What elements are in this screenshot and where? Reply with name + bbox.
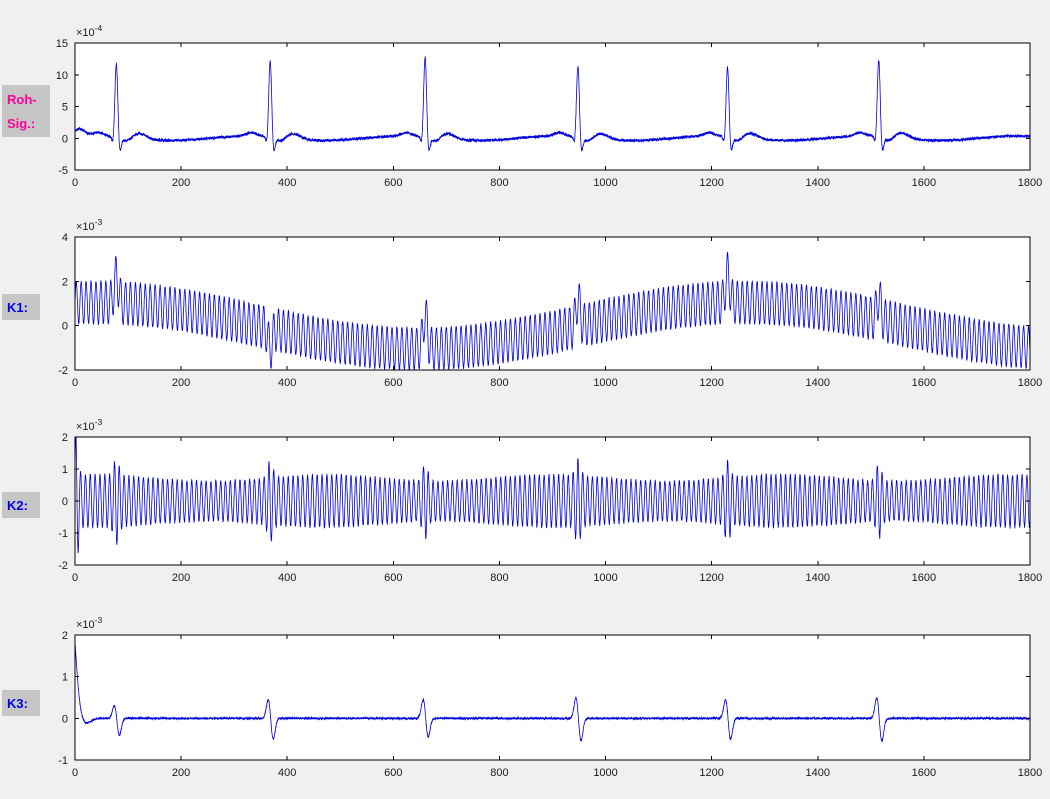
x-tick-label: 600 [384,177,402,189]
x-tick-label: 400 [278,377,296,389]
signal-trace [75,437,1030,554]
x-tick-label: 800 [490,572,508,584]
axis-exponent: ×10-3 [76,217,103,233]
y-tick-label: 0 [62,321,68,333]
signal-label-line: K2: [7,497,28,513]
x-tick-label: 400 [278,767,296,779]
signal-label-roh-sig: Roh- Sig.: [2,85,50,137]
x-tick-label: 0 [72,572,78,584]
x-tick-label: 1600 [912,767,936,779]
y-tick-label: 1 [62,672,68,684]
signal-trace [75,55,1030,152]
y-tick-label: 15 [56,38,68,50]
chart-k3: 0 200 400 600 800 1000 1200 1400 1600 1800 -1 0 1 2 ×1… [58,615,1042,779]
y-tick-label: 2 [62,276,68,288]
plot-area [75,43,1030,170]
plot-area [75,635,1030,760]
x-tick-label: 1800 [1018,377,1042,389]
x-tick-label: 800 [490,377,508,389]
axis-box [74,634,1031,761]
x-tick-label: 0 [72,377,78,389]
signal-label-k2: K2: [2,492,40,518]
x-tick-label: 800 [490,767,508,779]
plot-area [75,237,1030,370]
x-tick-label: 200 [172,377,190,389]
x-tick-label: 400 [278,572,296,584]
x-tick-label: 600 [384,572,402,584]
x-tick-label: 1400 [806,572,830,584]
chart-k1: 0 200 400 600 800 1000 1200 1400 1600 1800 -2 0 2 4 ×1… [58,217,1042,389]
signal-trace [75,640,1030,743]
signal-label-k3: K3: [2,690,40,716]
x-tick-label: 1800 [1018,177,1042,189]
x-tick-label: 1000 [593,377,617,389]
axis-exponent: ×10-3 [76,615,103,631]
x-tick-label: 1600 [912,377,936,389]
axis-exponent: ×10-4 [76,23,103,39]
x-tick-label: 1600 [912,572,936,584]
y-tick-label: 0 [62,133,68,145]
x-tick-label: 1000 [593,572,617,584]
axis-exponent: ×10-3 [76,417,103,433]
x-tick-label: 600 [384,377,402,389]
x-tick-label: 1400 [806,377,830,389]
x-tick-label: 1400 [806,177,830,189]
x-tick-label: 200 [172,572,190,584]
x-tick-label: 1800 [1018,767,1042,779]
x-tick-label: 1800 [1018,572,1042,584]
x-tick-label: 0 [72,767,78,779]
signal-label-line: Sig.: [7,115,36,131]
x-tick-label: 800 [490,177,508,189]
y-tick-label: -1 [58,755,68,767]
y-tick-label: 0 [62,496,68,508]
signal-label-k1: K1: [2,294,40,320]
y-tick-label: -5 [58,165,68,177]
y-tick-label: 0 [62,713,68,725]
y-tick-label: 4 [62,232,68,244]
y-tick-label: -2 [58,365,68,377]
x-tick-label: 400 [278,177,296,189]
axis-box [74,236,1031,371]
x-tick-label: 1000 [593,767,617,779]
x-tick-label: 0 [72,177,78,189]
y-tick-label: 10 [56,70,68,82]
signal-trace [75,251,1030,370]
y-tick-label: -2 [58,560,68,572]
x-tick-label: 1200 [699,177,723,189]
y-tick-label: 5 [62,102,68,114]
y-tick-label: 2 [62,432,68,444]
y-tick-label: 2 [62,630,68,642]
x-tick-label: 200 [172,177,190,189]
x-tick-label: 1200 [699,572,723,584]
signal-label-line: K3: [7,695,28,711]
chart-raw-signal: 0 200 400 600 800 1000 1200 1400 1600 1800 -5 0 5 10 1… [56,23,1042,189]
x-tick-label: 1200 [699,767,723,779]
x-tick-label: 1200 [699,377,723,389]
chart-k2: 0 200 400 600 800 1000 1200 1400 1600 1800 -2 -1 0 1 2… [58,417,1042,584]
y-tick-label: 1 [62,464,68,476]
y-tick-label: -1 [58,528,68,540]
signal-label-line: Roh- [7,91,37,107]
x-tick-label: 1400 [806,767,830,779]
x-tick-label: 1000 [593,177,617,189]
x-tick-label: 200 [172,767,190,779]
signal-label-line: K1: [7,299,28,315]
x-tick-label: 600 [384,767,402,779]
x-tick-label: 1600 [912,177,936,189]
